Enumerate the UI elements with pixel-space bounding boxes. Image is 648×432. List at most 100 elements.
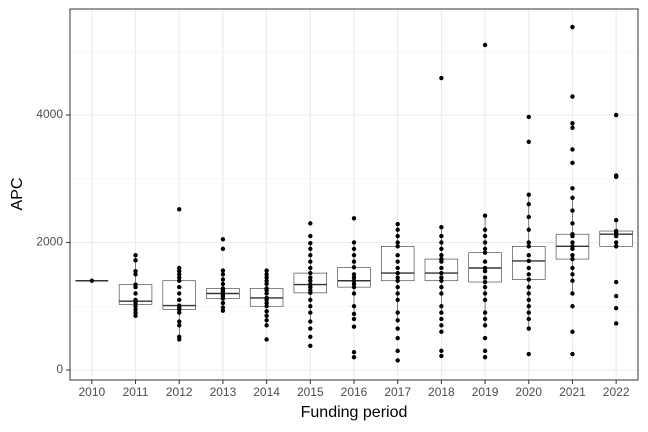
- panel-border: [69, 8, 639, 381]
- point: [351, 246, 357, 252]
- point: [264, 323, 269, 328]
- point: [308, 246, 313, 252]
- point: [439, 275, 444, 280]
- point: [439, 348, 444, 354]
- point: [351, 311, 357, 317]
- x-tick-label: 2020: [515, 385, 542, 399]
- point: [439, 310, 444, 315]
- point: [220, 268, 226, 273]
- point: [220, 305, 226, 310]
- point: [526, 297, 531, 303]
- y-axis-title: APC: [9, 178, 26, 211]
- point: [439, 270, 444, 276]
- point: [264, 304, 269, 309]
- point: [395, 348, 400, 354]
- y-tick-label: 0: [56, 362, 63, 376]
- point: [526, 284, 531, 290]
- point: [308, 334, 313, 340]
- point: [133, 307, 138, 312]
- x-tick-label: 2011: [123, 385, 149, 399]
- point: [177, 323, 182, 328]
- point: [395, 318, 400, 323]
- point: [613, 321, 619, 326]
- point: [482, 355, 488, 360]
- point: [308, 343, 313, 348]
- point: [613, 305, 619, 311]
- point: [526, 114, 531, 120]
- point: [482, 250, 488, 255]
- point: [395, 253, 400, 258]
- point: [570, 291, 575, 296]
- point: [482, 284, 488, 290]
- point: [439, 246, 444, 252]
- point: [526, 253, 531, 258]
- point: [439, 323, 444, 328]
- point: [264, 275, 269, 280]
- point: [439, 253, 444, 258]
- point: [526, 202, 531, 207]
- point: [439, 278, 444, 283]
- point: [482, 227, 488, 232]
- point: [613, 240, 619, 245]
- x-tick-label: 2016: [341, 385, 368, 399]
- point: [570, 121, 575, 126]
- point: [264, 281, 269, 287]
- point: [177, 275, 182, 280]
- point: [482, 265, 488, 271]
- x-axis-title: Funding period: [301, 404, 408, 421]
- point: [613, 293, 619, 299]
- point: [351, 355, 357, 360]
- x-tick-label: 2014: [253, 385, 280, 399]
- point: [133, 272, 138, 277]
- point: [220, 272, 226, 277]
- point: [482, 335, 488, 341]
- point: [482, 240, 488, 245]
- point: [526, 326, 531, 331]
- point: [351, 324, 357, 329]
- point: [395, 310, 400, 315]
- point: [133, 297, 138, 303]
- point: [264, 300, 269, 306]
- point: [482, 310, 488, 315]
- x-tick-label: 2022: [603, 385, 630, 399]
- point: [264, 272, 269, 277]
- point: [482, 323, 488, 328]
- point: [308, 259, 313, 264]
- point: [133, 304, 138, 309]
- point: [308, 265, 313, 271]
- point: [351, 253, 357, 258]
- point: [526, 227, 531, 232]
- point: [526, 304, 531, 309]
- point: [613, 217, 619, 223]
- point: [177, 334, 182, 340]
- point: [395, 284, 400, 290]
- point: [177, 303, 182, 308]
- point: [220, 277, 226, 282]
- point: [570, 232, 575, 237]
- point: [133, 313, 138, 319]
- point: [570, 256, 575, 262]
- point: [482, 259, 488, 264]
- point: [395, 297, 400, 303]
- point: [177, 207, 182, 212]
- point: [264, 337, 269, 342]
- point: [351, 349, 357, 355]
- point: [482, 268, 488, 274]
- point: [570, 272, 575, 277]
- point: [264, 278, 269, 283]
- point: [177, 319, 182, 324]
- point: [351, 259, 357, 264]
- point: [177, 284, 182, 290]
- point: [351, 304, 357, 309]
- x-tick-label: 2015: [297, 385, 324, 399]
- point: [439, 225, 444, 230]
- point: [264, 309, 269, 314]
- point: [395, 265, 400, 271]
- point: [439, 256, 444, 262]
- point: [308, 304, 313, 309]
- point: [177, 272, 182, 277]
- point: [526, 310, 531, 315]
- point: [482, 348, 488, 354]
- point: [613, 228, 619, 234]
